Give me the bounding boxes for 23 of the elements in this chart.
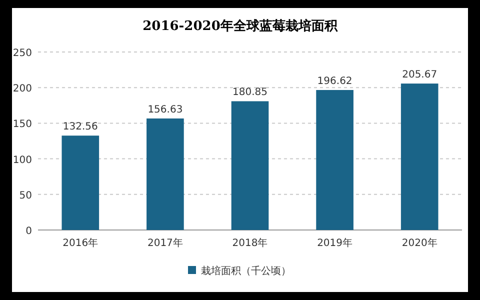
legend-label: 栽培面积（千公顷） bbox=[201, 265, 291, 277]
data-label: 205.67 bbox=[402, 70, 438, 81]
bar bbox=[231, 101, 269, 230]
bar bbox=[316, 90, 354, 230]
y-tick-label: 50 bbox=[19, 190, 32, 202]
bar bbox=[62, 136, 100, 230]
bar bbox=[400, 84, 438, 230]
x-tick-label: 2018年 bbox=[232, 237, 268, 249]
x-tick-label: 2017年 bbox=[147, 237, 183, 249]
bar bbox=[146, 118, 184, 230]
y-tick-label: 0 bbox=[26, 226, 32, 237]
chart-title: 2016-2020年全球蓝莓栽培面积 bbox=[142, 18, 338, 34]
x-tick-label: 2019年 bbox=[317, 237, 353, 249]
x-tick-label: 2020年 bbox=[402, 237, 438, 249]
y-tick-label: 200 bbox=[12, 84, 32, 95]
data-label: 132.56 bbox=[62, 122, 98, 133]
x-tick-label: 2016年 bbox=[62, 237, 98, 249]
y-tick-label: 100 bbox=[12, 154, 32, 166]
data-label: 156.63 bbox=[148, 104, 183, 116]
data-label: 196.62 bbox=[317, 76, 352, 88]
data-label: 180.85 bbox=[232, 87, 268, 98]
y-tick-label: 150 bbox=[12, 119, 32, 130]
y-tick-label: 250 bbox=[12, 48, 32, 59]
